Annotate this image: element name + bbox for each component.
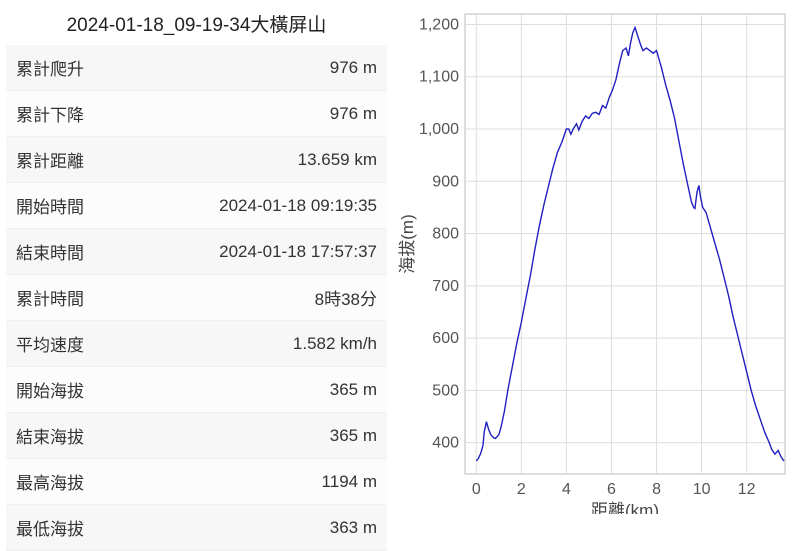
svg-text:12: 12 bbox=[738, 481, 756, 498]
elevation-profile-line bbox=[476, 28, 784, 461]
y-axis-label: 海拔(m) bbox=[398, 214, 417, 273]
svg-text:1,200: 1,200 bbox=[419, 16, 459, 33]
stat-value: 365 m bbox=[330, 380, 377, 400]
stat-value: 976 m bbox=[330, 104, 377, 124]
elevation-chart-panel: 400 500 600 700 800 900 1,000 1,100 1,200 0 2 4 6 8 10… bbox=[395, 0, 800, 520]
svg-text:8: 8 bbox=[652, 481, 661, 498]
stat-row: 結束時間 2024-01-18 17:57:37 bbox=[6, 229, 387, 275]
stat-label: 平均速度 bbox=[16, 331, 84, 356]
svg-text:600: 600 bbox=[432, 330, 459, 347]
stat-value: 2024-01-18 17:57:37 bbox=[219, 242, 377, 262]
stat-label: 最低海拔 bbox=[16, 515, 84, 540]
svg-text:1,100: 1,100 bbox=[419, 69, 459, 86]
stat-row: 平均速度 1.582 km/h bbox=[6, 321, 387, 367]
stat-value: 2024-01-18 09:19:35 bbox=[219, 196, 377, 216]
stat-row: 結束海拔 365 m bbox=[6, 413, 387, 459]
stat-row: 開始時間 2024-01-18 09:19:35 bbox=[6, 183, 387, 229]
stat-label: 累計爬升 bbox=[16, 55, 84, 80]
stat-value: 8時38分 bbox=[315, 285, 377, 310]
stat-value: 976 m bbox=[330, 58, 377, 78]
stat-row: 最低海拔 363 m bbox=[6, 505, 387, 551]
x-axis-label: 距離(km) bbox=[591, 501, 659, 514]
stat-value: 365 m bbox=[330, 426, 377, 446]
stat-row: 累計距離 13.659 km bbox=[6, 137, 387, 183]
stat-value: 13.659 km bbox=[298, 150, 377, 170]
svg-text:10: 10 bbox=[693, 481, 711, 498]
stats-panel: 2024-01-18_09-19-34大橫屏山 累計爬升 976 m 累計下降 976… bbox=[0, 0, 395, 520]
stat-value: 363 m bbox=[330, 518, 377, 538]
stat-label: 累計下降 bbox=[16, 101, 84, 126]
svg-text:400: 400 bbox=[432, 435, 459, 452]
stat-label: 累計距離 bbox=[16, 147, 84, 172]
stat-row: 累計爬升 976 m bbox=[6, 45, 387, 91]
stats-table: 累計爬升 976 m 累計下降 976 m 累計距離 13.659 km 開始時間 2024-… bbox=[6, 45, 387, 551]
svg-text:800: 800 bbox=[432, 226, 459, 243]
stat-row: 累計時間 8時38分 bbox=[6, 275, 387, 321]
svg-text:1,000: 1,000 bbox=[419, 121, 459, 138]
stat-label: 開始時間 bbox=[16, 193, 84, 218]
stat-value: 1.582 km/h bbox=[293, 334, 377, 354]
svg-text:4: 4 bbox=[562, 481, 571, 498]
svg-text:6: 6 bbox=[607, 481, 616, 498]
svg-text:2: 2 bbox=[517, 481, 526, 498]
stat-label: 最高海拔 bbox=[16, 469, 84, 494]
svg-text:700: 700 bbox=[432, 278, 459, 295]
svg-text:0: 0 bbox=[472, 481, 481, 498]
svg-text:900: 900 bbox=[432, 173, 459, 190]
track-title: 2024-01-18_09-19-34大橫屏山 bbox=[6, 4, 387, 45]
stat-label: 開始海拔 bbox=[16, 377, 84, 402]
stat-value: 1194 m bbox=[322, 472, 377, 492]
stat-label: 累計時間 bbox=[16, 285, 84, 310]
stat-label: 結束海拔 bbox=[16, 423, 84, 448]
elevation-chart: 400 500 600 700 800 900 1,000 1,100 1,200 0 2 4 6 8 10… bbox=[395, 6, 793, 514]
stat-row: 開始海拔 365 m bbox=[6, 367, 387, 413]
stat-row: 最高海拔 1194 m bbox=[6, 459, 387, 505]
stat-label: 結束時間 bbox=[16, 239, 84, 264]
stat-row: 累計下降 976 m bbox=[6, 91, 387, 137]
svg-text:500: 500 bbox=[432, 382, 459, 399]
